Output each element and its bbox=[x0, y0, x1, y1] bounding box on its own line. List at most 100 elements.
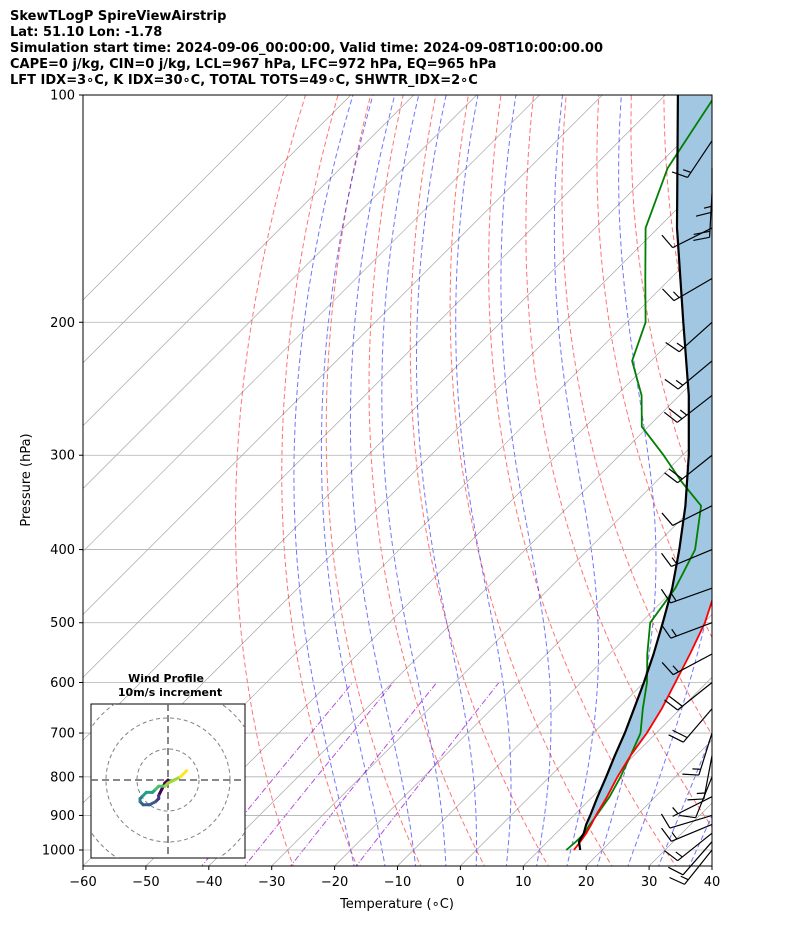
moist-adiabat bbox=[416, 95, 477, 866]
y-tick-label: 400 bbox=[50, 543, 75, 558]
x-tick-label: −50 bbox=[132, 875, 159, 890]
time-line: Simulation start time: 2024-09-06_00:00:… bbox=[10, 41, 603, 56]
x-tick-label: −40 bbox=[195, 875, 222, 890]
hodograph-title: Wind Profile bbox=[128, 672, 204, 685]
x-tick-label: 30 bbox=[641, 875, 658, 890]
moist-adiabat bbox=[320, 95, 386, 866]
cape-fill bbox=[581, 95, 712, 837]
hodograph-subtitle: 10m/s increment bbox=[118, 686, 222, 699]
moist-adiabat bbox=[553, 95, 599, 866]
dry-adiabat bbox=[449, 95, 613, 866]
dry-adiabat bbox=[325, 95, 422, 866]
mixing-ratio-line bbox=[244, 682, 394, 866]
y-tick-label: 200 bbox=[50, 316, 75, 331]
x-tick-label: 20 bbox=[578, 875, 595, 890]
hodograph-segment bbox=[182, 769, 189, 776]
y-tick-label: 700 bbox=[50, 727, 75, 742]
grid bbox=[83, 95, 712, 851]
dry-adiabat bbox=[409, 95, 549, 866]
isotherm bbox=[83, 95, 352, 364]
isotherm bbox=[775, 95, 794, 866]
wind-barb bbox=[664, 832, 713, 862]
dry-adiabat bbox=[281, 95, 358, 866]
wind-barb bbox=[664, 454, 713, 484]
wind-barb bbox=[671, 140, 713, 179]
chart-title-block: SkewTLogP SpireViewAirstrip Lat: 51.10 L… bbox=[10, 9, 603, 89]
parcel-line bbox=[577, 95, 690, 851]
isotherm bbox=[523, 676, 712, 866]
wind-barb bbox=[661, 653, 713, 676]
isotherm bbox=[83, 95, 414, 427]
dry-adiabat bbox=[368, 95, 486, 866]
wind-barb bbox=[660, 587, 713, 604]
dry-adiabat bbox=[729, 95, 794, 869]
dry-adiabat bbox=[630, 95, 712, 533]
wind-barb bbox=[672, 796, 713, 817]
wind-barb bbox=[687, 755, 713, 801]
isotherm bbox=[83, 95, 540, 552]
dry-adiabat bbox=[762, 95, 794, 869]
wind-barb bbox=[660, 813, 713, 829]
isotherm bbox=[83, 110, 712, 741]
moist-adiabat bbox=[349, 95, 417, 866]
y-tick-label: 600 bbox=[50, 676, 75, 691]
y-tick-label: 100 bbox=[50, 89, 75, 104]
moist-adiabat bbox=[293, 95, 355, 866]
index-line: LFT IDX=3∘C, K IDX=30∘C, TOTAL TOTS=49∘C… bbox=[10, 73, 478, 88]
wind-barb bbox=[669, 849, 713, 885]
wind-barb bbox=[661, 823, 713, 842]
cape-line: CAPE=0 j/kg, CIN=0 j/kg, LCL=967 hPa, LF… bbox=[10, 57, 497, 72]
wind-barb bbox=[668, 708, 713, 743]
dry-adiabat bbox=[488, 95, 677, 866]
x-tick-label: −10 bbox=[384, 875, 411, 890]
y-tick-label: 1000 bbox=[42, 844, 75, 859]
hodograph: Wind Profile 10m/s increment bbox=[90, 672, 246, 859]
dry-adiabat bbox=[235, 95, 306, 866]
isotherm bbox=[208, 362, 712, 866]
wind-barb bbox=[664, 360, 713, 390]
isotherm bbox=[83, 95, 666, 678]
wind-barbs bbox=[660, 140, 713, 885]
isotherm bbox=[711, 865, 712, 866]
isotherm bbox=[271, 425, 712, 866]
y-tick-label: 800 bbox=[50, 770, 75, 785]
wind-barb bbox=[661, 227, 713, 249]
wind-barb bbox=[668, 841, 713, 876]
wind-barb bbox=[662, 277, 713, 302]
wind-barb bbox=[661, 505, 713, 526]
moist-adiabat bbox=[500, 95, 552, 866]
wind-barb bbox=[695, 168, 713, 217]
mixing-ratio-line bbox=[289, 682, 438, 866]
moist-adiabat bbox=[719, 95, 794, 869]
y-tick-label: 900 bbox=[50, 809, 75, 824]
chart-title: SkewTLogP SpireViewAirstrip bbox=[10, 9, 227, 24]
wind-barb bbox=[682, 732, 713, 776]
isotherm bbox=[397, 551, 712, 866]
profiles bbox=[565, 95, 712, 851]
mixing-ratio-line bbox=[355, 682, 500, 866]
isotherm bbox=[334, 488, 712, 866]
wind-barb bbox=[663, 394, 713, 423]
mixing-ratio-line bbox=[201, 682, 353, 866]
isotherm bbox=[145, 299, 712, 866]
location-line: Lat: 51.10 Lon: -1.78 bbox=[10, 25, 163, 40]
isotherm bbox=[648, 802, 712, 866]
x-tick-label: 40 bbox=[704, 875, 721, 890]
isotherm bbox=[460, 613, 712, 866]
wind-barb bbox=[660, 622, 713, 639]
x-tick-label: 10 bbox=[515, 875, 532, 890]
y-axis-label: Pressure (hPa) bbox=[19, 433, 34, 526]
isotherm bbox=[83, 95, 289, 301]
moist-adiabat bbox=[750, 95, 794, 869]
x-axis-label: Temperature (∘C) bbox=[339, 897, 454, 912]
y-tick-label: 300 bbox=[50, 449, 75, 464]
x-tick-label: −30 bbox=[258, 875, 285, 890]
temperature-line bbox=[573, 598, 712, 851]
moist-adiabat bbox=[381, 95, 447, 866]
hodograph-ring bbox=[136, 748, 200, 812]
cape-fill-layer bbox=[581, 95, 712, 837]
wind-barb bbox=[665, 321, 713, 353]
moist-adiabat bbox=[455, 95, 512, 866]
